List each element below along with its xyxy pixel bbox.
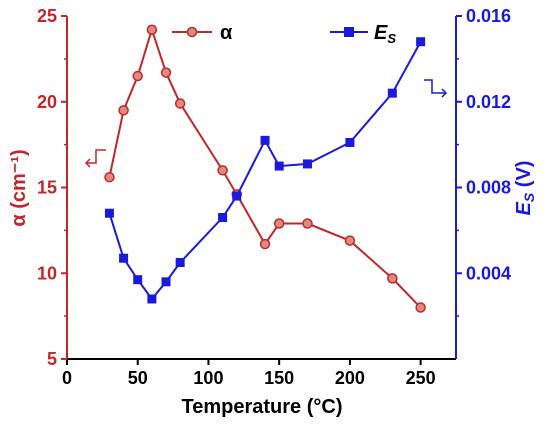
left-axis-ticks: 5 10 15 20 25	[37, 6, 67, 369]
legend-es-label: ES	[374, 22, 396, 46]
es-data-point	[302, 159, 312, 169]
left-axis-indicator-arrow	[84, 149, 106, 168]
alpha-data-point	[132, 70, 143, 82]
left-tick-label: 10	[37, 263, 57, 283]
x-tick-label: 150	[264, 368, 294, 388]
right-tick-label: 0.008	[466, 178, 511, 198]
alpha-data-point	[160, 67, 172, 78]
right-tick-label: 0.004	[466, 263, 511, 283]
left-tick-label: 5	[47, 349, 57, 369]
right-axis-title-sub: S	[521, 192, 537, 202]
es-data-point	[274, 161, 284, 171]
es-data-point	[147, 294, 157, 304]
es-data-point	[175, 258, 185, 268]
alpha-data-point	[104, 171, 115, 183]
legend-es-marker	[344, 27, 354, 37]
es-data-point	[260, 135, 270, 145]
left-tick-label: 20	[37, 92, 57, 112]
right-tick-label: 0.016	[466, 6, 511, 26]
legend-es-label-sub: S	[387, 31, 396, 46]
es-series-line	[108, 41, 422, 301]
alpha-data-point	[118, 105, 129, 116]
es-data-point	[133, 275, 143, 285]
es-data-point	[387, 88, 397, 98]
series-layer	[104, 24, 426, 313]
es-data-point	[119, 253, 129, 263]
alpha-data-point	[217, 165, 228, 176]
x-tick-label: 0	[62, 368, 72, 388]
alpha-data-point	[259, 238, 271, 250]
legend-es-label-e: E	[374, 22, 388, 44]
alpha-data-point	[387, 273, 398, 284]
left-tick-label: 25	[37, 6, 57, 26]
alpha-data-point	[302, 218, 313, 229]
right-axis-title-unit: (V)	[513, 161, 535, 193]
es-data-point	[218, 213, 228, 223]
es-data-point	[345, 137, 355, 147]
x-tick-label: 50	[128, 368, 148, 388]
x-ticks: 0 50 100 150 200 250	[62, 359, 436, 388]
right-axis-title: ES (V)	[513, 161, 537, 216]
x-axis-title: Temperature (°C)	[182, 396, 343, 418]
x-tick-label: 100	[193, 368, 223, 388]
es-data-point	[416, 37, 426, 47]
alpha-data-point	[273, 218, 285, 229]
alpha-data-point	[415, 302, 426, 313]
alpha-data-point	[344, 235, 356, 246]
x-tick-label: 250	[406, 368, 436, 388]
es-data-point	[104, 208, 114, 218]
alpha-series-line	[108, 26, 422, 309]
right-axis-title-e: E	[513, 201, 535, 215]
right-axis-indicator-arrow	[424, 79, 448, 98]
legend: α ES	[172, 22, 396, 46]
left-tick-label: 15	[37, 178, 57, 198]
legend-alpha-label: α	[220, 22, 233, 44]
es-data-point	[161, 277, 171, 287]
es-data-point	[232, 191, 242, 201]
left-axis-title: α (cm⁻¹)	[8, 149, 30, 226]
right-axis-ticks: 0.004 0.008 0.012 0.016	[456, 6, 511, 317]
alpha-data-point	[174, 98, 186, 109]
right-tick-label: 0.012	[466, 92, 511, 112]
legend-alpha-marker	[186, 26, 198, 38]
x-tick-label: 200	[335, 368, 365, 388]
alpha-data-point	[146, 24, 158, 35]
